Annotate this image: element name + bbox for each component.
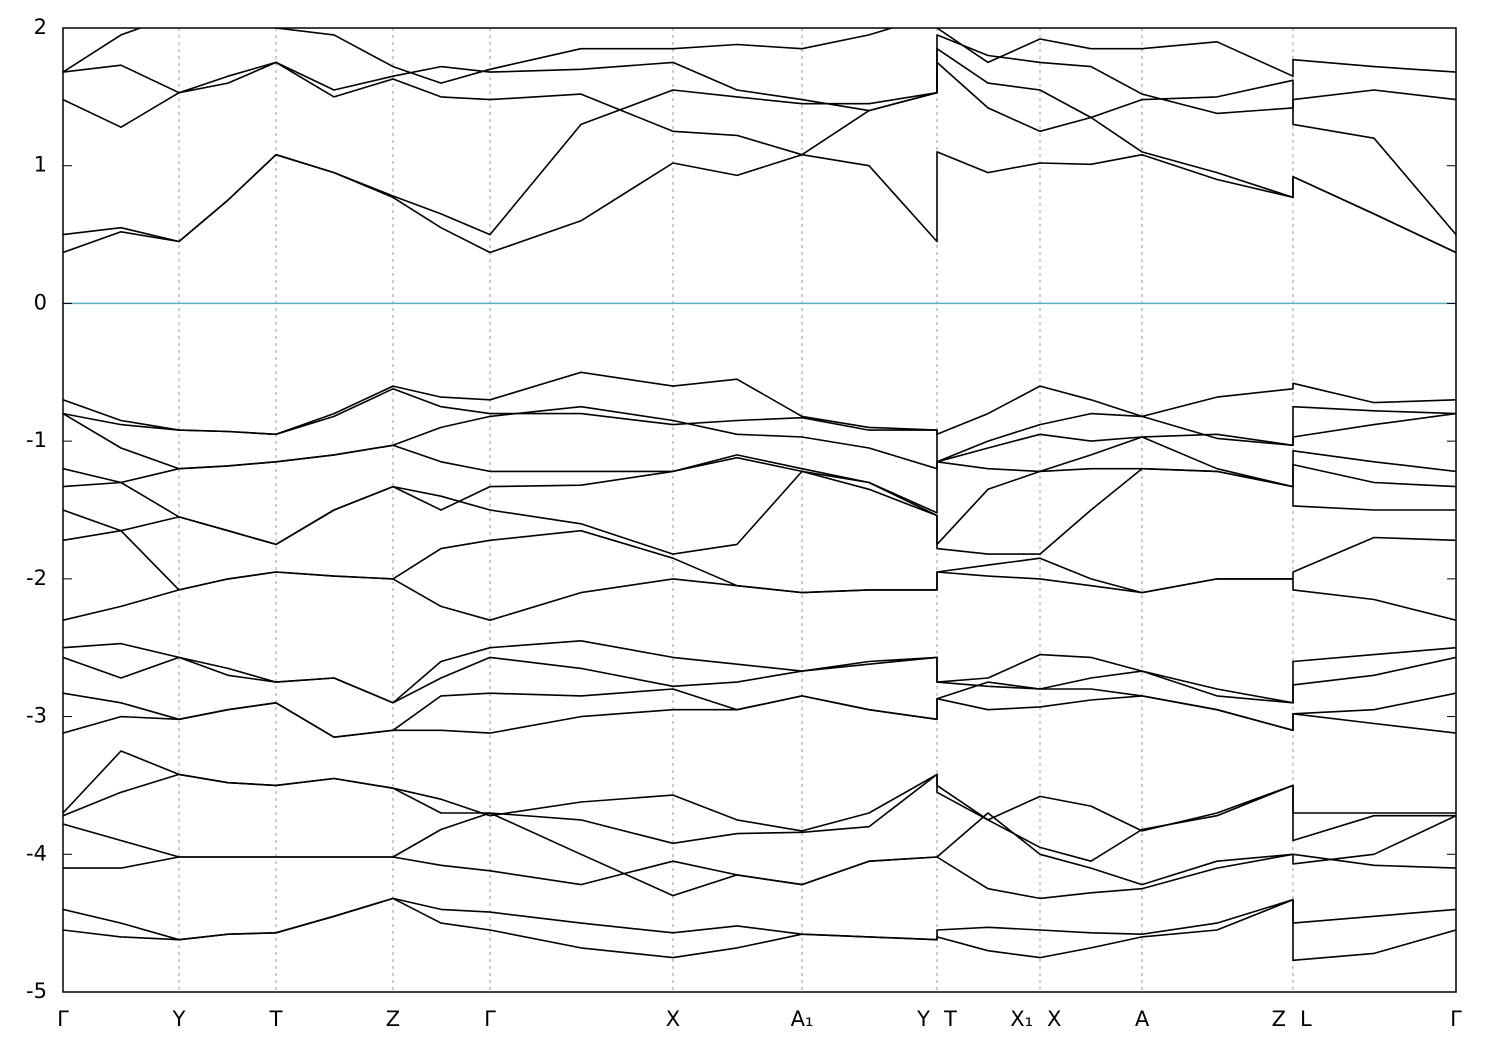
x-tick-label: T: [943, 1007, 957, 1031]
band-line: [63, 640, 1456, 704]
band-line: [63, 388, 1456, 463]
band-line: [63, 571, 1456, 621]
band-line: [63, 656, 1456, 704]
y-tick-label: -4: [26, 841, 47, 865]
y-tick-label: 1: [34, 153, 47, 177]
y-tick-label: -1: [26, 428, 47, 452]
x-tick-label: Y: [916, 1007, 930, 1031]
band-line: [63, 436, 1456, 514]
band-line: [63, 467, 1456, 555]
x-tick-label: Z: [386, 1007, 400, 1031]
x-tick-label: X₁: [1010, 1007, 1033, 1031]
x-tick-label: Γ: [484, 1007, 496, 1031]
band-line: [63, 812, 1456, 897]
x-tick-label: Γ: [1450, 1007, 1462, 1031]
band-line: [63, 688, 1456, 738]
band-line: [63, 897, 1456, 962]
y-tick-label: 0: [34, 290, 47, 314]
band-line: [63, 371, 1456, 436]
band-line: [63, 773, 1456, 862]
x-tick-label: A: [1135, 1007, 1150, 1031]
x-tick-label: L: [1300, 1007, 1312, 1031]
plot-frame: [62, 27, 1457, 993]
band-line: [63, 681, 1456, 738]
y-tick-label: -2: [26, 566, 47, 590]
band-line: [63, 47, 1456, 254]
x-tick-label: T: [269, 1007, 283, 1031]
band-line: [63, 750, 1456, 832]
x-tick-label: X: [1047, 1007, 1061, 1031]
band-line: [63, 61, 1456, 243]
x-tick-label: Γ: [57, 1007, 69, 1031]
plot-area: [63, 28, 1456, 992]
band-line: [63, 151, 1456, 254]
band-line: [63, 456, 1456, 546]
x-tick-label: Z: [1272, 1007, 1286, 1031]
x-tick-label: X: [666, 1007, 680, 1031]
x-tick-label: A₁: [791, 1007, 814, 1031]
band-line: [63, 853, 1456, 900]
band-line: [63, 34, 1456, 115]
band-line: [63, 28, 1456, 84]
y-tick-label: -3: [26, 704, 47, 728]
x-tick-label: Y: [172, 1007, 186, 1031]
band-line: [63, 529, 1456, 594]
y-tick-label: 2: [34, 15, 47, 39]
y-tick-label: -5: [26, 979, 47, 1003]
